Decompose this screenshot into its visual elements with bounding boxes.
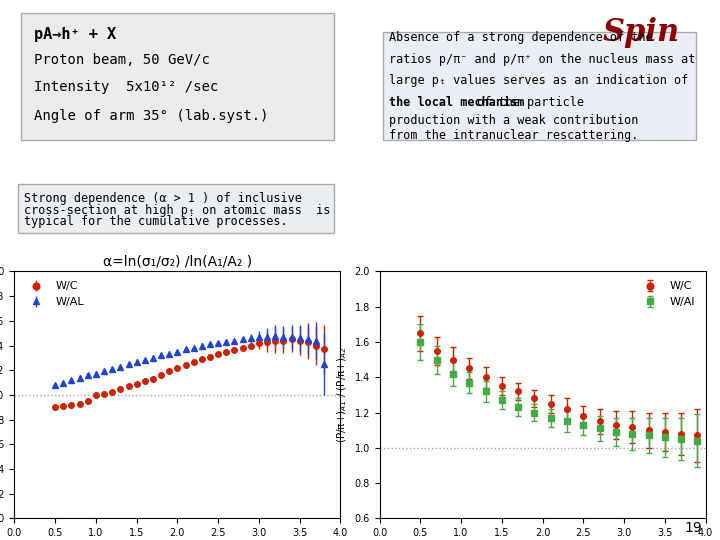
Text: production with a weak contribution: production with a weak contribution [390,113,639,126]
Text: 19: 19 [684,521,702,535]
Text: Intensity  5x10¹² /sec: Intensity 5x10¹² /sec [34,80,218,94]
Text: cross-section at high pₜ on atomic mass  is: cross-section at high pₜ on atomic mass … [24,204,330,217]
Text: ratios p/π⁻ and p/π⁺ on the nucleus mass at: ratios p/π⁻ and p/π⁺ on the nucleus mass… [390,53,696,66]
Text: Spin: Spin [603,17,680,49]
FancyBboxPatch shape [21,14,334,140]
Text: Strong dependence (α > 1 ) of inclusive: Strong dependence (α > 1 ) of inclusive [24,192,302,205]
Text: the local mechanism: the local mechanism [390,97,525,110]
Text: large pₜ values serves as an indication of: large pₜ values serves as an indication … [390,74,688,87]
Y-axis label: (P/π+)$_{A1}$ / (P/π+)$_{A2}$: (P/π+)$_{A1}$ / (P/π+)$_{A2}$ [336,347,349,443]
Text: typical for the cumulative processes.: typical for the cumulative processes. [24,215,288,228]
Text: Angle of arm 35° (lab.syst.): Angle of arm 35° (lab.syst.) [34,109,269,123]
Title: α=ln(σ₁/σ₂) /ln(A₁/A₂ ): α=ln(σ₁/σ₂) /ln(A₁/A₂ ) [103,255,252,269]
Text: pA→h⁺ + X: pA→h⁺ + X [34,27,116,42]
Text: from the intranuclear rescattering.: from the intranuclear rescattering. [390,130,639,143]
Text: Absence of a strong dependence of the: Absence of a strong dependence of the [390,31,653,44]
FancyBboxPatch shape [18,184,334,233]
Text: of the particle: of the particle [470,97,584,110]
Legend: W/C, W/Al: W/C, W/Al [634,277,700,312]
Text: Proton beam, 50 GeV/c: Proton beam, 50 GeV/c [34,52,210,66]
FancyBboxPatch shape [383,32,696,140]
Legend: W/C, W/AL: W/C, W/AL [20,277,89,312]
